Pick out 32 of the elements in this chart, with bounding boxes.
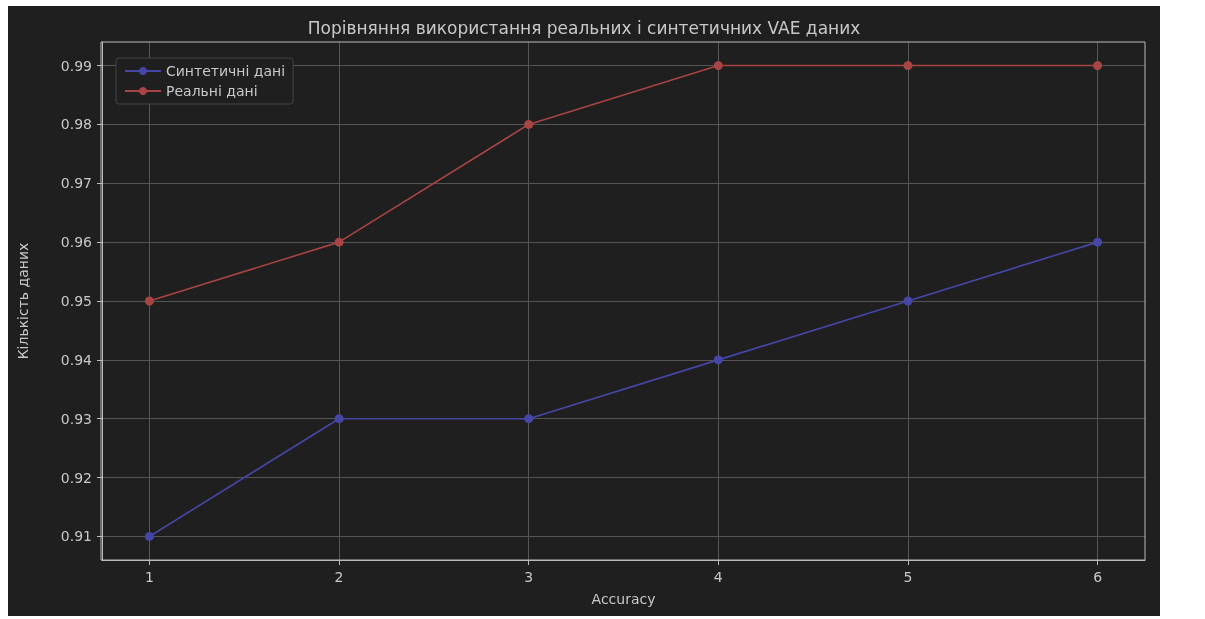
point	[144, 296, 154, 306]
point	[903, 296, 913, 306]
point	[903, 61, 913, 71]
point	[524, 119, 534, 129]
y-tick-label: 0.98	[60, 116, 92, 133]
y-tick-label: 0.93	[60, 410, 92, 427]
y-tick-label: 0.91	[60, 528, 92, 545]
x-tick-label: 2	[334, 569, 344, 585]
y-axis-title: Кількість даних	[15, 242, 31, 360]
x-axis-title: Accuracy	[591, 591, 656, 607]
x-tick-label: 1	[144, 569, 154, 585]
point	[713, 61, 723, 71]
point	[1093, 61, 1103, 71]
x-tick-label: 6	[1093, 569, 1103, 585]
legend-label: Реальні дані	[166, 83, 258, 99]
point	[1093, 237, 1103, 247]
point	[524, 414, 534, 424]
y-tick-label: 0.96	[60, 234, 93, 251]
point	[713, 355, 723, 365]
y-tick-label: 0.97	[60, 175, 92, 192]
chart-title: Порівняння використання реальних і синтетичних VAE даних	[307, 17, 861, 38]
point	[144, 531, 154, 541]
x-tick-label: 4	[713, 569, 723, 585]
legend-label: Синтетичні дані	[166, 63, 286, 79]
x-tick-label: 3	[524, 569, 534, 585]
point	[334, 414, 344, 424]
y-tick-label: 0.94	[60, 351, 93, 368]
x-tick-label: 5	[903, 569, 913, 585]
y-tick-label: 0.99	[60, 57, 92, 74]
y-tick-label: 0.95	[60, 293, 92, 309]
point	[334, 237, 344, 247]
y-tick-label: 0.92	[60, 469, 92, 486]
